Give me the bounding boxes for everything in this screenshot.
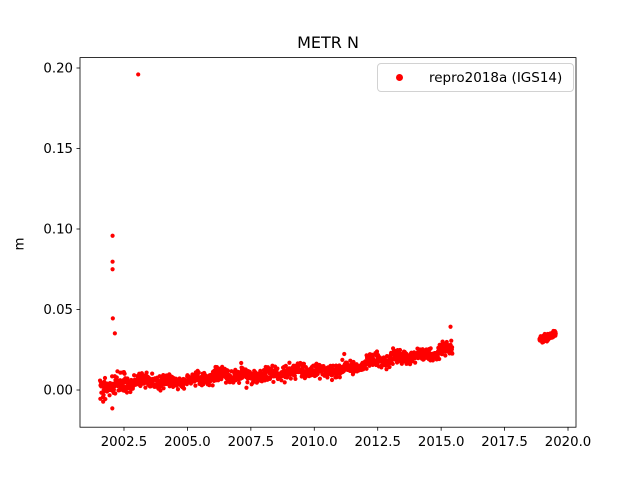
data-point xyxy=(279,378,284,383)
data-point xyxy=(144,370,149,375)
data-point xyxy=(210,383,215,388)
data-point xyxy=(443,353,448,358)
data-point xyxy=(330,363,336,368)
data-point xyxy=(193,383,198,388)
data-point xyxy=(444,339,449,345)
data-point xyxy=(110,233,115,238)
data-point xyxy=(546,336,551,342)
data-point xyxy=(287,360,292,365)
data-point xyxy=(293,376,298,381)
data-point xyxy=(390,361,395,367)
data-point xyxy=(110,406,115,411)
data-point xyxy=(158,388,163,393)
data-point xyxy=(283,363,288,369)
data-point xyxy=(288,376,293,381)
data-point xyxy=(112,383,117,389)
data-point xyxy=(110,267,115,272)
data-point xyxy=(245,380,250,385)
data-point xyxy=(317,376,322,381)
data-point xyxy=(449,345,455,350)
x-tick-label: 2002.5 xyxy=(101,435,148,450)
legend-marker-dot xyxy=(396,74,403,81)
data-point xyxy=(329,377,335,383)
data-point xyxy=(175,387,181,392)
data-point xyxy=(397,347,403,353)
data-point xyxy=(364,366,369,371)
data-point xyxy=(161,386,166,391)
data-point xyxy=(541,333,546,339)
data-point xyxy=(437,356,442,362)
data-point xyxy=(548,333,553,338)
x-tick-label: 2017.5 xyxy=(481,435,528,450)
data-point xyxy=(122,371,127,376)
data-point xyxy=(143,385,148,390)
legend: repro2018a (IGS14) xyxy=(377,63,574,92)
data-point xyxy=(271,379,276,385)
data-point xyxy=(132,373,137,378)
data-point xyxy=(150,371,155,376)
y-tick-label: 0.20 xyxy=(43,62,73,77)
data-point xyxy=(226,368,231,374)
data-point xyxy=(449,338,454,343)
data-point xyxy=(110,316,115,321)
data-point xyxy=(374,349,380,354)
x-tick-label: 2007.5 xyxy=(228,435,275,450)
x-tick-label: 2012.5 xyxy=(354,435,401,450)
x-tick-label: 2005.0 xyxy=(164,435,211,450)
legend-label: repro2018a (IGS14) xyxy=(429,69,563,86)
data-point xyxy=(244,385,249,390)
data-point xyxy=(124,390,130,395)
data-point xyxy=(342,351,347,357)
data-point xyxy=(448,324,453,329)
data-point xyxy=(114,375,119,380)
data-point xyxy=(196,370,201,375)
data-point xyxy=(413,360,418,365)
data-point xyxy=(110,259,115,264)
data-point xyxy=(428,346,433,351)
data-point xyxy=(107,393,112,398)
data-point xyxy=(239,360,244,366)
data-point xyxy=(301,361,307,366)
data-point xyxy=(337,375,342,380)
data-point xyxy=(537,338,542,343)
data-point xyxy=(325,375,330,380)
chart-title: METR N xyxy=(297,33,359,52)
data-point xyxy=(275,366,280,371)
data-point xyxy=(112,331,117,336)
data-point xyxy=(439,352,445,357)
plot-border xyxy=(79,57,577,428)
data-point xyxy=(282,380,287,385)
data-point xyxy=(236,380,242,385)
data-point xyxy=(340,357,345,362)
data-point xyxy=(387,364,392,370)
data-point xyxy=(207,383,212,388)
y-tick-label: 0.10 xyxy=(43,223,73,238)
data-point xyxy=(384,367,389,372)
data-point xyxy=(181,386,187,391)
data-point xyxy=(450,351,455,356)
data-point xyxy=(334,363,339,368)
data-point xyxy=(430,358,435,363)
x-tick-label: 2010.0 xyxy=(291,435,338,450)
data-point xyxy=(551,334,556,339)
y-tick-label: 0.05 xyxy=(43,303,73,318)
x-tick-label: 2020.0 xyxy=(545,435,592,450)
data-point xyxy=(102,375,108,381)
data-point xyxy=(351,359,356,365)
data-point xyxy=(348,358,353,363)
x-tick-label: 2015.0 xyxy=(418,435,465,450)
y-tick-label: 0.15 xyxy=(43,142,73,157)
data-point xyxy=(113,391,118,396)
series-points xyxy=(97,72,558,411)
data-point xyxy=(351,369,357,375)
data-point xyxy=(136,72,141,77)
data-point xyxy=(101,394,106,399)
y-tick-label: 0.00 xyxy=(43,384,73,399)
